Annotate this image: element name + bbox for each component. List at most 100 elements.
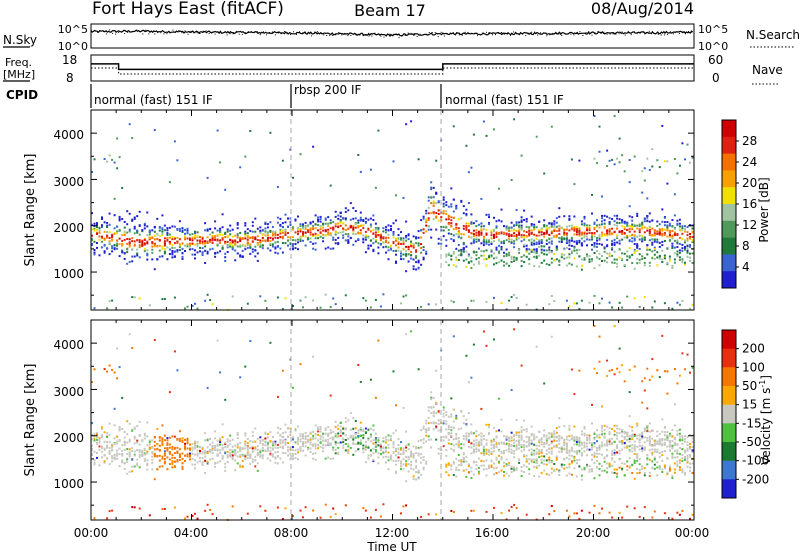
power-point bbox=[553, 253, 556, 255]
power-point bbox=[387, 233, 390, 236]
power-point bbox=[103, 158, 106, 160]
power-point bbox=[410, 250, 413, 253]
noise-search-point bbox=[431, 32, 433, 33]
power-point bbox=[666, 182, 669, 185]
power-point bbox=[292, 247, 294, 250]
velocity-point bbox=[407, 455, 410, 458]
noise-search-point bbox=[612, 33, 614, 35]
velocity-point bbox=[274, 451, 277, 454]
power-point bbox=[412, 235, 415, 238]
power-point bbox=[93, 253, 96, 256]
velocity-point bbox=[390, 435, 392, 438]
velocity-point bbox=[565, 456, 568, 459]
power-point bbox=[558, 260, 561, 263]
velocity-point bbox=[452, 444, 455, 447]
colorbar-segment bbox=[722, 237, 736, 255]
power-point bbox=[173, 225, 176, 228]
power-point bbox=[430, 202, 433, 205]
velocity-point bbox=[231, 456, 234, 459]
power-point bbox=[606, 244, 609, 247]
power-point bbox=[641, 227, 644, 230]
velocity-point bbox=[523, 464, 526, 467]
velocity-point bbox=[337, 453, 340, 456]
power-point bbox=[623, 220, 626, 223]
velocity-point bbox=[477, 457, 480, 460]
noise-search-point bbox=[428, 32, 430, 33]
velocity-point bbox=[209, 458, 212, 461]
velocity-point bbox=[332, 448, 335, 451]
power-point bbox=[550, 125, 553, 128]
power-point bbox=[324, 230, 327, 233]
power-point bbox=[641, 237, 644, 240]
velocity-point bbox=[560, 448, 563, 451]
velocity-point bbox=[334, 513, 337, 516]
velocity-point bbox=[131, 506, 134, 509]
velocity-point bbox=[457, 459, 460, 462]
velocity-point bbox=[211, 513, 214, 516]
power-ylabel: Slant Range [km] bbox=[23, 154, 38, 267]
noise-search-point bbox=[663, 34, 665, 36]
velocity-point bbox=[136, 441, 139, 444]
power-point bbox=[578, 239, 581, 242]
velocity-point bbox=[151, 455, 154, 458]
noise-search-point bbox=[148, 33, 150, 35]
power-point bbox=[322, 236, 325, 239]
power-point bbox=[146, 242, 149, 245]
velocity-point bbox=[201, 461, 204, 464]
velocity-point bbox=[563, 458, 566, 461]
velocity-point bbox=[224, 466, 227, 469]
power-point bbox=[405, 254, 408, 257]
velocity-point bbox=[216, 339, 219, 342]
power-point bbox=[678, 229, 681, 232]
power-point bbox=[113, 246, 116, 249]
power-point bbox=[467, 261, 470, 264]
noise-search-point bbox=[482, 32, 484, 34]
noise-search-point bbox=[642, 31, 644, 33]
velocity-point bbox=[251, 450, 254, 453]
velocity-point bbox=[485, 442, 488, 445]
power-point bbox=[686, 249, 689, 252]
velocity-point bbox=[457, 441, 460, 444]
velocity-point bbox=[520, 431, 523, 434]
velocity-point bbox=[392, 432, 395, 435]
power-point bbox=[513, 224, 516, 227]
power-point bbox=[324, 229, 327, 231]
velocity-point bbox=[417, 440, 420, 443]
power-point bbox=[505, 254, 508, 257]
power-point bbox=[623, 252, 626, 255]
velocity-point bbox=[93, 437, 96, 440]
power-point bbox=[616, 157, 619, 160]
velocity-point bbox=[98, 436, 101, 439]
power-point bbox=[442, 235, 445, 238]
velocity-point bbox=[299, 446, 302, 449]
velocity-point bbox=[462, 457, 465, 459]
power-point bbox=[161, 227, 164, 230]
power-point bbox=[450, 224, 453, 227]
power-point bbox=[133, 227, 136, 230]
velocity-point bbox=[523, 471, 526, 473]
power-point bbox=[297, 238, 299, 241]
power-point bbox=[133, 217, 136, 220]
velocity-point bbox=[118, 447, 121, 450]
power-point bbox=[374, 186, 377, 189]
power-point bbox=[520, 224, 523, 227]
power-point bbox=[369, 223, 372, 226]
velocity-point bbox=[480, 464, 483, 467]
velocity-point bbox=[166, 442, 169, 445]
power-point bbox=[176, 249, 179, 252]
power-point bbox=[515, 258, 518, 261]
velocity-point bbox=[332, 507, 335, 510]
power-point bbox=[530, 248, 533, 251]
power-point bbox=[467, 255, 470, 258]
power-point bbox=[533, 228, 536, 231]
velocity-point bbox=[565, 435, 568, 438]
power-point bbox=[661, 258, 664, 261]
power-point bbox=[588, 258, 591, 261]
velocity-point bbox=[372, 424, 375, 427]
velocity-point bbox=[490, 451, 493, 453]
power-point bbox=[156, 245, 159, 248]
power-point bbox=[254, 230, 257, 233]
power-point bbox=[163, 298, 166, 300]
power-point bbox=[101, 224, 103, 227]
velocity-point bbox=[113, 437, 116, 440]
